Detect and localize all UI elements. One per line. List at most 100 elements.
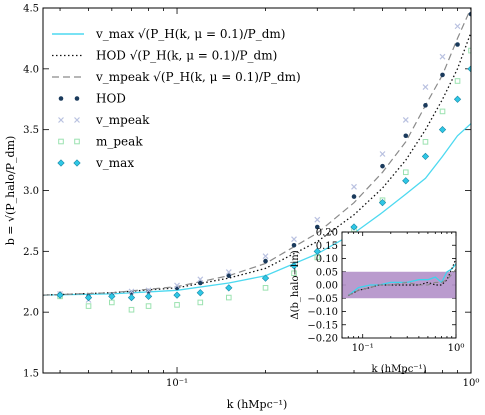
y-tick-label: 0.15 — [316, 241, 338, 252]
inset-plot-area — [342, 258, 456, 299]
y-tick-label: 4.0 — [23, 64, 39, 75]
hod-point — [468, 11, 471, 17]
hod-line — [43, 32, 471, 296]
hod-point — [146, 289, 151, 294]
hod-point — [129, 290, 134, 296]
mpeak-point — [174, 302, 180, 308]
hod-point — [291, 242, 297, 248]
vmpeak-point — [454, 23, 461, 30]
hod-point — [455, 42, 460, 47]
x-tick-label: 10⁻¹ — [352, 343, 374, 354]
mpeak-point — [197, 299, 204, 306]
hod-point — [74, 96, 80, 101]
legend-label: v_mpeak √(P_H(k, μ = 0.1)/P_dm) — [95, 70, 301, 84]
legend-label: v_mpeak — [95, 113, 150, 127]
mpeak-point — [291, 270, 297, 277]
inset-chart: −0.20 −0.15 −0.10 −0.05 0.00 0.05 0.10 0.15 0.20… — [290, 228, 464, 376]
vmpeak-point — [58, 117, 64, 123]
y-tick-label: 3.5 — [23, 125, 39, 136]
hod-point — [58, 96, 64, 101]
legend-label: v_max — [95, 156, 134, 170]
vmpeak-point — [174, 282, 180, 289]
vmax-point — [57, 159, 65, 167]
vmpeak-point — [402, 117, 409, 123]
main-chart: 1.5 2.0 2.5 3.0 3.5 4.0 4.5 10⁻¹ 10⁰ k (hMpc⁻¹) b … — [4, 4, 479, 412]
legend-label: m_peak — [96, 135, 143, 149]
vmax-point — [402, 177, 410, 185]
mpeak-point — [109, 299, 115, 306]
vmpeak-point — [351, 183, 357, 190]
vmax-point — [313, 247, 321, 255]
vmax-point — [108, 292, 116, 300]
vmpeak-point — [314, 216, 321, 223]
vmax-point — [438, 126, 447, 134]
y-tick-label: −0.15 — [307, 320, 338, 331]
mpeak-point — [402, 169, 409, 176]
x-tick-label: 10⁰ — [448, 343, 465, 354]
x-tick-label: 10⁰ — [463, 378, 480, 389]
vmax-point — [421, 152, 430, 161]
y-tick-label: 4.5 — [23, 4, 39, 15]
vmpeak-point — [128, 288, 135, 295]
inset-line-vmax — [347, 263, 456, 297]
vmax-point — [73, 159, 81, 167]
mpeak-point — [225, 294, 232, 301]
mpeak-point — [145, 303, 152, 309]
vmax-point — [173, 291, 181, 299]
y-tick-label: −0.05 — [307, 294, 338, 305]
vmpeak-point — [145, 287, 152, 294]
x-tick-label: 10⁻¹ — [166, 378, 188, 389]
x-axis-label: k (hMpc⁻¹) — [227, 398, 288, 411]
vmpeak-point — [74, 117, 80, 123]
vmax-point — [467, 65, 471, 73]
hod-point — [351, 194, 357, 199]
vmax-point — [378, 199, 387, 207]
hod-point — [226, 273, 232, 278]
inset-x-axis-label: k (hMpc⁻¹) — [371, 364, 426, 375]
vmpeak-point — [262, 253, 269, 260]
y-tick-label: 0.00 — [316, 281, 338, 292]
hod-point — [440, 72, 445, 78]
vmax-point — [127, 293, 136, 302]
mpeak-point — [454, 78, 461, 84]
vmpeak-point — [197, 276, 204, 283]
hod-point — [198, 280, 203, 286]
hod-point — [403, 133, 409, 139]
mpeak-point — [422, 139, 429, 145]
mpeak-point — [439, 108, 446, 115]
legend-label: v_max √(P_H(k, μ = 0.1)/P_dm) — [95, 27, 285, 41]
y-tick-label: 0.05 — [316, 267, 338, 278]
vmpeak-point — [422, 84, 429, 91]
hod-point — [263, 258, 268, 264]
mpeak-point — [262, 285, 269, 291]
y-tick-label: −0.10 — [307, 307, 338, 318]
mpeak-point — [74, 138, 80, 145]
mpeak-point — [58, 138, 64, 145]
y-axis-label: b = √(P_halo/P_dm) — [4, 136, 17, 246]
hod-point — [423, 103, 428, 108]
hod-point — [380, 163, 385, 169]
main-legend: v_max √(P_H(k, μ = 0.1)/P_dm) HOD √(P_H(k… — [52, 27, 301, 170]
y-tick-label: −0.20 — [307, 334, 338, 345]
mpeak-point — [468, 47, 471, 54]
vmax-point — [350, 223, 358, 231]
vmax-point — [290, 262, 298, 270]
inset-line-vmpeak — [347, 268, 456, 297]
main-frame — [42, 7, 472, 374]
vmax-point — [144, 292, 153, 300]
mpeak-point — [85, 303, 92, 309]
mpeak-point — [314, 254, 321, 261]
vmax-point — [84, 293, 93, 302]
vmax-point — [453, 95, 462, 103]
mpeak-point — [128, 306, 135, 313]
inset-frame — [341, 231, 457, 339]
vmax-point — [56, 291, 64, 299]
vmpeak-point — [439, 53, 446, 60]
vmpeak-point — [379, 151, 386, 157]
y-tick-label: 2.0 — [23, 308, 39, 319]
inset-y-axis-label: Δ(b_halo−lin) — [290, 250, 301, 319]
legend-label: HOD √(P_H(k, μ = 0.1)/P_dm) — [96, 49, 277, 63]
vmpeak-point — [225, 269, 232, 275]
y-tick-label: 3.0 — [23, 186, 39, 197]
